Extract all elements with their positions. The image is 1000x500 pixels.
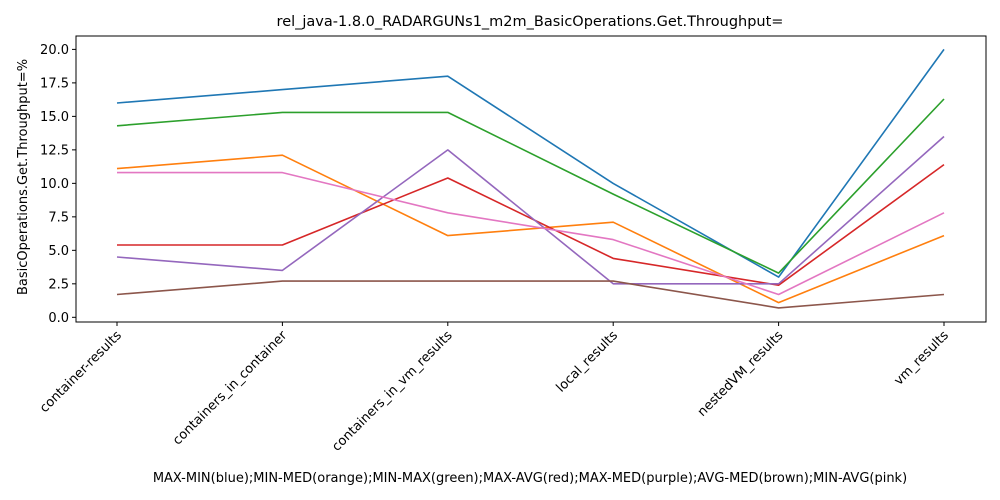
chart-title: rel_java-1.8.0_RADARGUNs1_m2m_BasicOpera… <box>277 14 784 30</box>
y-axis-label: BasicOperations.Get.Throughput=% <box>16 59 31 295</box>
x-tick-label: containers_in_container <box>170 328 291 449</box>
y-tick-label: 20.0 <box>40 43 69 58</box>
series-line-7 <box>117 171 945 296</box>
series-layer <box>116 48 945 309</box>
x-tick-label: vm_results <box>891 328 952 389</box>
x-tick-label: nestedVM_results <box>695 328 787 420</box>
y-tick-label: 5.0 <box>48 244 69 259</box>
y-tick-label: 10.0 <box>40 177 69 192</box>
y-tick-label: 17.5 <box>40 76 69 91</box>
series-line-1 <box>116 48 945 278</box>
series-line-3 <box>116 98 945 274</box>
y-tick-label: 7.5 <box>48 210 69 225</box>
y-tick-label: 15.0 <box>40 110 69 125</box>
x-tick-label: local_results <box>554 328 622 396</box>
y-tick-label: 12.5 <box>40 143 69 158</box>
x-axis: container-results containers_in_container… <box>37 322 952 455</box>
x-tick-label: containers_in_vm_results <box>329 328 455 454</box>
x-axis-label: MAX-MIN(blue);MIN-MED(orange);MIN-MAX(gr… <box>153 471 907 486</box>
series-line-5 <box>116 135 945 285</box>
series-line-2 <box>116 154 945 304</box>
y-tick-label: 0.0 <box>48 311 69 326</box>
series-line-6 <box>116 280 945 309</box>
plot-frame <box>75 35 987 323</box>
y-axis: 0.0 2.5 5.0 7.5 10.0 12.5 15.0 17.5 20.0 <box>40 43 76 326</box>
y-tick-label: 2.5 <box>48 277 69 292</box>
series-line-4 <box>117 163 945 287</box>
x-tick-label: container-results <box>37 328 125 416</box>
